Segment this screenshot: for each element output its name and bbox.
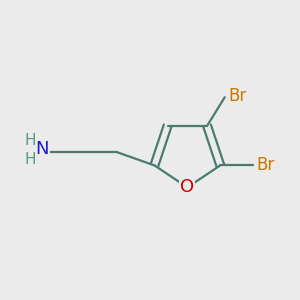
Text: Br: Br: [228, 87, 247, 105]
Text: N: N: [36, 140, 49, 158]
Text: O: O: [180, 178, 194, 196]
Text: H: H: [24, 133, 36, 148]
Text: H: H: [24, 152, 36, 167]
Text: Br: Br: [257, 156, 275, 174]
